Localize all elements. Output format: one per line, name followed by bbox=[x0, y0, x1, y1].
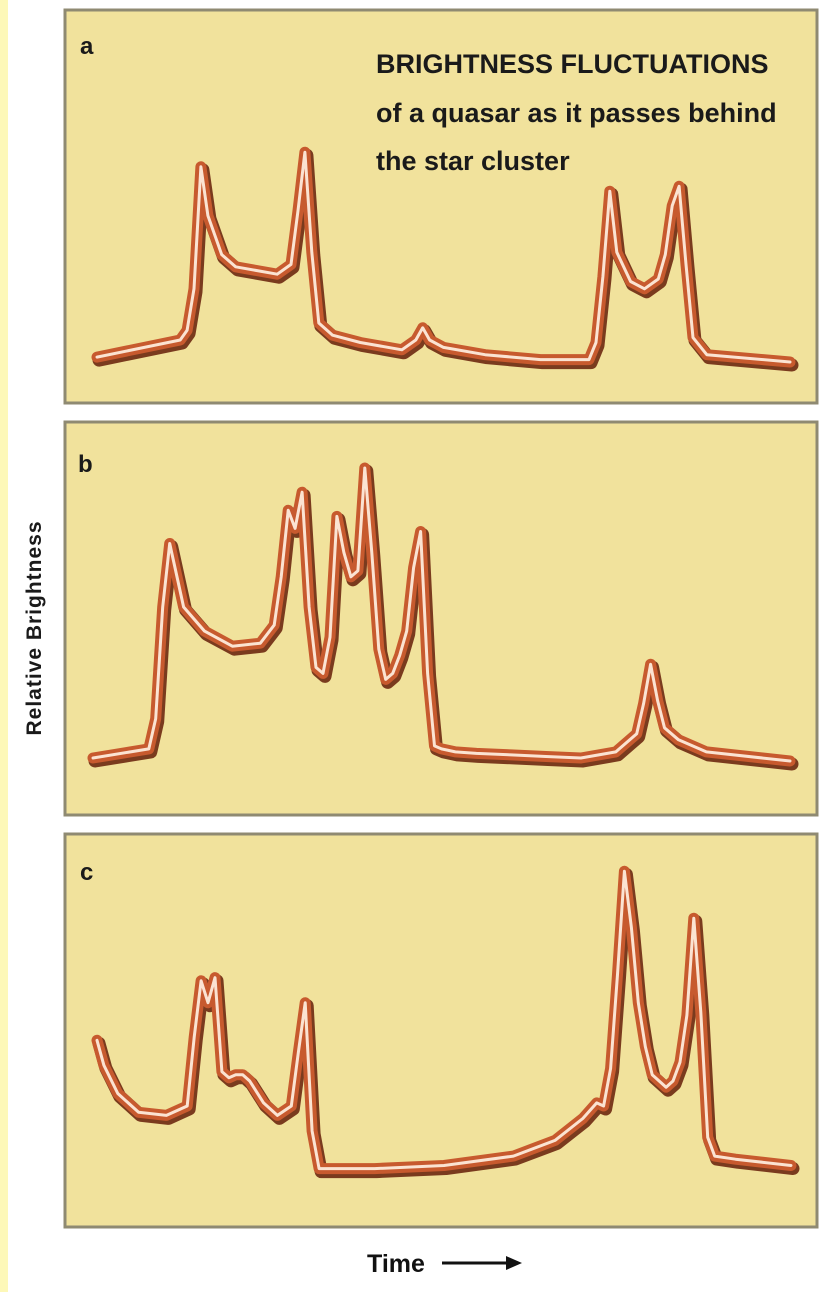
figure-title-line-1: BRIGHTNESS FLUCTUATIONS bbox=[376, 49, 769, 79]
panel-c-series-0-curve-highlight bbox=[95, 869, 793, 1171]
x-axis-label: Time bbox=[367, 1250, 425, 1278]
panel-c-letter: c bbox=[80, 859, 93, 886]
figure-title-line-3: the star cluster bbox=[376, 146, 570, 176]
left-side-strip bbox=[0, 0, 8, 1292]
panel-c: c bbox=[63, 832, 819, 1229]
panel-c-curve bbox=[91, 865, 800, 1179]
y-axis-label: Relative Brightness bbox=[23, 520, 46, 735]
panel-a: a BRIGHTNESS FLUCTUATIONS of a quasar as… bbox=[63, 8, 819, 405]
panel-a-series-0-curve-highlight bbox=[95, 150, 792, 364]
panel-b-letter: b bbox=[78, 451, 93, 478]
panel-b: b bbox=[63, 420, 819, 817]
time-arrow-icon bbox=[442, 1256, 522, 1270]
panel-a-letter: a bbox=[80, 33, 94, 60]
panel-a-curve bbox=[91, 146, 799, 372]
panel-b-curve bbox=[87, 462, 799, 771]
panel-b-series-0-curve-highlight bbox=[91, 466, 792, 763]
figure-title-line-2: of a quasar as it passes behind bbox=[376, 98, 777, 128]
